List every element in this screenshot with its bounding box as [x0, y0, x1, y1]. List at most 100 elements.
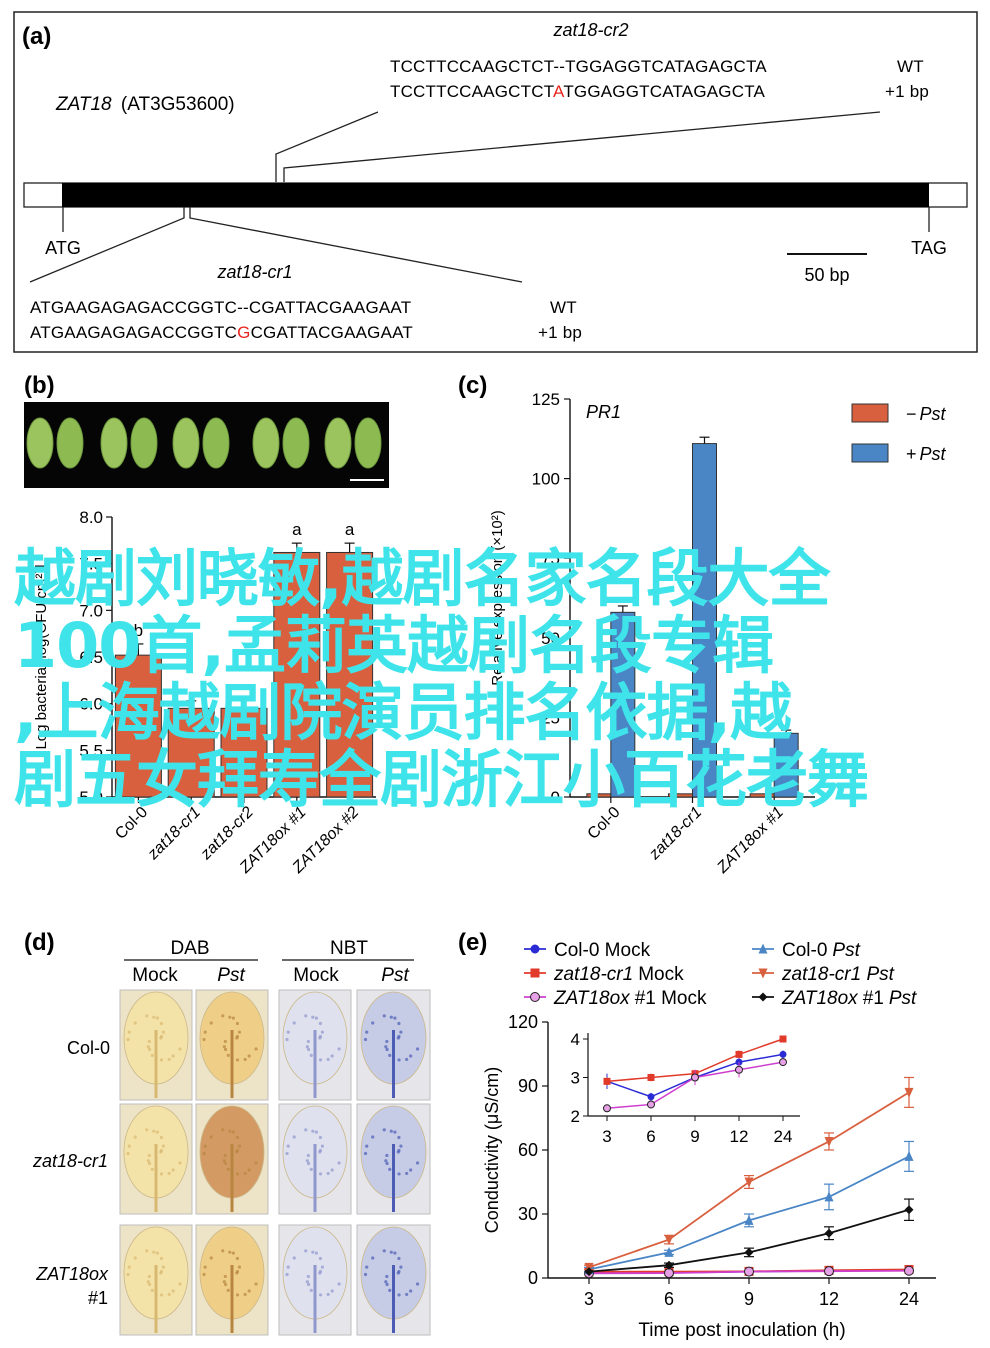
chart-e-legend-label: zat18-cr1 Mock — [553, 964, 684, 985]
leaf-photo-leaf — [130, 417, 158, 469]
stain-spot — [152, 1129, 156, 1133]
chart-e-legend-label: ZAT18ox #1 Mock — [553, 988, 707, 1009]
stain-spot — [243, 1292, 247, 1297]
stain-spot — [171, 1289, 175, 1293]
stain-spot — [127, 1265, 131, 1269]
stain-spot — [152, 1015, 156, 1019]
stain-spot — [318, 1172, 323, 1176]
stain-spot — [393, 1251, 397, 1255]
chart-e-inset-point — [735, 1065, 743, 1074]
cr1-mut-left: ATGAAGAGAGACCGGTC — [30, 323, 237, 342]
leaf-stain-grid — [119, 989, 431, 1336]
stain-spot — [146, 1159, 150, 1163]
cr1-mut-right: CGATTACGAAGAAT — [251, 323, 413, 342]
chart-c-ytick-label: 100 — [532, 470, 560, 489]
chart-e-point — [744, 1177, 754, 1188]
stain-spot — [126, 1037, 130, 1042]
stain-spot — [254, 1047, 258, 1051]
gene-cds-bar — [62, 183, 929, 207]
stain-spot — [235, 1021, 240, 1026]
chart-e-inset-point — [691, 1073, 699, 1082]
overlay-watermark-text: 越剧刘晓敏,越剧名家名段大全 100首,孟莉英越剧名段专辑 ,上海越剧院演员排名… — [0, 545, 990, 813]
cr2-wt-right: TGGAGGTCATAGAGCTA — [565, 57, 767, 76]
stain-spot — [286, 1030, 290, 1034]
stain-spot — [371, 1021, 375, 1025]
stain-spot — [159, 1293, 164, 1297]
stain-spot — [159, 1135, 164, 1140]
chart-e-legend-marker — [758, 968, 768, 979]
chart-e-legend-genotype: ZAT18ox — [781, 988, 859, 1009]
stain-spot — [388, 1167, 392, 1171]
row-label-ox-line: #1 — [88, 1288, 108, 1308]
stain-spot — [203, 1144, 207, 1148]
stain-spot — [159, 1269, 164, 1274]
stain-spot — [155, 1251, 159, 1255]
chart-e-legend-line-no: #1 — [863, 988, 884, 1009]
panel-b-label: (b) — [24, 372, 55, 399]
cr1-wt-gap: -- — [237, 298, 249, 317]
panel-a: (a) ZAT18 (AT3G53600) zat18-cr2 TCCTTCCA… — [13, 11, 978, 353]
stain-spot — [397, 1293, 401, 1297]
stain-spot — [320, 1030, 325, 1034]
chart-c-legend-sign: − — [906, 404, 917, 424]
stain-spot — [178, 1047, 182, 1051]
stain-spot — [152, 1250, 156, 1254]
stain-spot — [318, 1135, 323, 1140]
panel-e-label: (e) — [458, 929, 487, 956]
chart-e-point — [904, 1265, 914, 1276]
leaf-photo-leaf — [324, 417, 352, 469]
row-label-ox: ZAT18ox — [35, 1264, 109, 1284]
chart-b-ytick-label: 6.5 — [79, 648, 103, 667]
stain-spot — [409, 1289, 413, 1293]
chart-e-inset-point — [779, 1050, 787, 1058]
stain-spot — [159, 1021, 164, 1026]
stain-spot — [161, 1144, 166, 1148]
stain-spot — [385, 1047, 389, 1052]
stain-spot — [292, 1135, 296, 1139]
stain-spot — [226, 1167, 230, 1171]
chart-b-sig-letter: b — [134, 621, 143, 640]
chart-e-inset-point — [779, 1035, 787, 1043]
chart-e-point — [664, 1260, 674, 1270]
stain-spot — [209, 1021, 213, 1025]
nbt-header: NBT — [330, 938, 368, 959]
stain-spot — [337, 1047, 341, 1051]
stain-spot — [133, 1021, 137, 1025]
gene-locus: (AT3G53600) — [121, 94, 235, 115]
stain-spot — [292, 1021, 296, 1025]
stain-spot — [309, 1053, 313, 1057]
chart-c-ytick-label: 0 — [551, 788, 560, 807]
stain-spot — [222, 1159, 226, 1163]
stain-spot — [397, 1269, 401, 1274]
dab-header: DAB — [170, 938, 209, 959]
stain-spot — [243, 1171, 247, 1176]
stain-spot — [384, 1045, 388, 1049]
stain-spot — [382, 1249, 386, 1253]
stain-spot — [145, 1249, 149, 1253]
stain-spot — [415, 1161, 420, 1165]
chart-e-inset-point — [647, 1093, 655, 1101]
chart-c-legend-swatch — [851, 403, 889, 423]
gene-title: ZAT18 (AT3G53600) — [55, 94, 235, 115]
chart-e-legend-marker — [530, 968, 540, 978]
chart-b-bar — [273, 551, 321, 798]
stain-spot — [405, 1292, 409, 1297]
stain-spot — [161, 1030, 166, 1034]
cr2-wt-label: WT — [897, 57, 924, 76]
chart-e-inset-point — [603, 1077, 611, 1085]
stain-spot — [231, 1251, 235, 1255]
stain-spot — [228, 1015, 232, 1019]
stain-spot — [384, 1280, 388, 1284]
stain-spot — [399, 1144, 403, 1148]
chart-e-legend-label: ZAT18ox #1 Pst — [781, 988, 917, 1009]
stain-spot — [147, 1039, 151, 1044]
stain-spot — [235, 1058, 240, 1062]
stain-spot — [318, 1034, 323, 1039]
stain-spot — [304, 1014, 308, 1018]
chart-e-point — [664, 1268, 674, 1279]
cr1-wt-left: ATGAAGAGAGACCGGTC — [30, 298, 237, 317]
stain-spot — [385, 1039, 389, 1044]
stain-spot — [223, 1161, 228, 1166]
cr2-wt-left: TCCTTCCAAGCTCT — [390, 57, 554, 76]
